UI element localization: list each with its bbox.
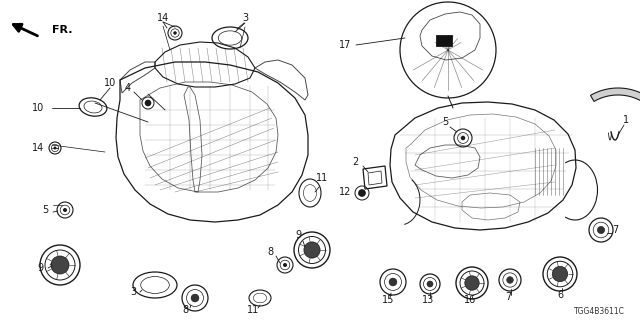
Text: 11: 11 bbox=[316, 173, 328, 183]
Text: 11: 11 bbox=[247, 305, 259, 315]
Text: 17: 17 bbox=[339, 40, 351, 50]
Text: 13: 13 bbox=[422, 295, 434, 305]
Circle shape bbox=[63, 208, 67, 212]
Circle shape bbox=[389, 278, 397, 286]
Text: 15: 15 bbox=[382, 295, 394, 305]
Text: 3: 3 bbox=[242, 13, 248, 23]
Circle shape bbox=[507, 277, 513, 283]
Bar bbox=[436, 35, 452, 46]
Circle shape bbox=[358, 189, 366, 197]
Text: 5: 5 bbox=[42, 205, 48, 215]
Text: 9: 9 bbox=[295, 230, 301, 240]
Circle shape bbox=[465, 276, 479, 290]
Text: 1: 1 bbox=[623, 115, 629, 125]
Text: FR.: FR. bbox=[52, 25, 72, 35]
Circle shape bbox=[51, 256, 69, 274]
Text: 4: 4 bbox=[125, 83, 131, 93]
Text: 10: 10 bbox=[32, 103, 44, 113]
Text: 7: 7 bbox=[612, 225, 618, 235]
Text: 2: 2 bbox=[352, 157, 358, 167]
Text: 10: 10 bbox=[104, 78, 116, 88]
Circle shape bbox=[427, 281, 433, 287]
Circle shape bbox=[304, 242, 320, 258]
Circle shape bbox=[145, 100, 151, 106]
Text: 5: 5 bbox=[442, 117, 448, 127]
Text: 12: 12 bbox=[339, 187, 351, 197]
Text: 16: 16 bbox=[464, 295, 476, 305]
Text: 14: 14 bbox=[32, 143, 44, 153]
Text: 8: 8 bbox=[267, 247, 273, 257]
Text: 9: 9 bbox=[37, 263, 43, 273]
Circle shape bbox=[173, 31, 177, 35]
Circle shape bbox=[461, 136, 465, 140]
Text: 3: 3 bbox=[130, 287, 136, 297]
Text: 6: 6 bbox=[557, 290, 563, 300]
Circle shape bbox=[191, 294, 199, 302]
Circle shape bbox=[54, 147, 56, 149]
Text: 14: 14 bbox=[157, 13, 169, 23]
Polygon shape bbox=[591, 88, 640, 101]
Text: 8: 8 bbox=[182, 305, 188, 315]
Text: TGG4B3611C: TGG4B3611C bbox=[574, 308, 625, 316]
Text: 7: 7 bbox=[505, 292, 511, 302]
Circle shape bbox=[597, 227, 605, 234]
Circle shape bbox=[283, 263, 287, 267]
Circle shape bbox=[552, 266, 568, 282]
